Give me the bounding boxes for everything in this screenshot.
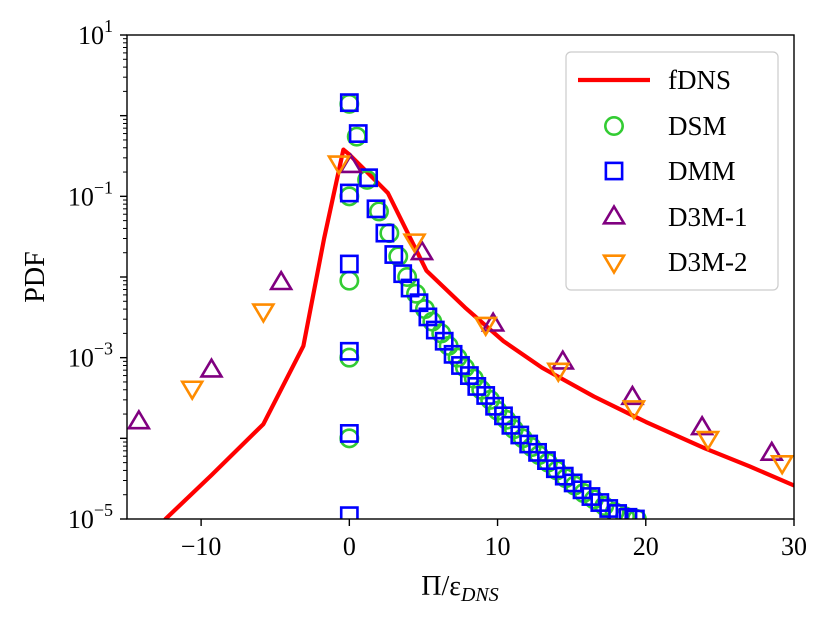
x-tick-label: 20: [633, 532, 659, 561]
dmm-point: [625, 509, 645, 519]
dmm-point: [339, 341, 359, 361]
dmm-point: [339, 183, 359, 203]
x-tick-label: 10: [485, 532, 511, 561]
dsm-point: [339, 428, 360, 449]
dsm-point: [379, 223, 400, 244]
dmm-point: [348, 124, 368, 143]
legend-item-d3m-2: D3M-2: [601, 247, 748, 277]
d3m-2-point: [546, 362, 571, 384]
y-tick-label: 10−1: [68, 177, 113, 211]
x-axis-label-main: Π/ε: [421, 571, 461, 602]
dsm-point: [397, 267, 418, 287]
dmm-point: [339, 93, 359, 113]
legend-swatch: [601, 254, 627, 276]
x-tick-label: −10: [181, 532, 222, 561]
dmm-point: [339, 254, 359, 274]
d3m-1-point: [759, 440, 785, 462]
x-axis-label-subscript: DNS: [460, 584, 499, 606]
dmm-point: [618, 507, 638, 519]
d3m-2-point: [621, 400, 647, 421]
dmm-point: [339, 424, 359, 443]
dmm-point: [366, 199, 386, 219]
d3m-1-point: [550, 349, 576, 370]
d3m-1-point: [409, 239, 435, 261]
series-dmm: [339, 93, 645, 519]
legend-item-fdns: fDNS: [578, 65, 731, 95]
fdns-line: [163, 147, 794, 519]
d3m-1-point: [199, 357, 224, 378]
d3m-2-point: [695, 430, 721, 452]
legend-swatch: [604, 116, 624, 136]
y-tick-label: 10−5: [68, 500, 113, 534]
d3m-2-point: [326, 155, 352, 176]
d3m-2-point: [769, 455, 794, 476]
dmm-point: [384, 245, 404, 264]
y-tick-label: 10−3: [68, 339, 113, 373]
dsm-point: [604, 502, 625, 519]
y-tick-label: 101: [78, 16, 113, 50]
legend-label: fDNS: [668, 65, 731, 95]
legend-item-d3m-1: D3M-1: [601, 202, 748, 232]
d3m-1-point: [480, 311, 506, 332]
y-axis-label: PDF: [20, 251, 51, 302]
x-tick-label: 0: [343, 532, 356, 561]
legend-label: DMM: [668, 156, 736, 186]
d3m-2-point: [473, 316, 498, 338]
legend: fDNS DSM DMM D3M-1 D3M-2: [565, 51, 779, 291]
dmm-point: [339, 506, 359, 519]
dmm-point: [608, 504, 628, 519]
series-d3m-2: [179, 155, 794, 476]
legend-item-dsm: DSM: [604, 111, 727, 141]
x-axis-label: Π/εDNS: [421, 571, 499, 606]
dmm-point: [359, 168, 379, 188]
legend-label: D3M-1: [668, 202, 748, 232]
legend-label: DSM: [668, 111, 727, 141]
legend-swatch: [604, 161, 624, 181]
legend-label: D3M-2: [668, 247, 748, 277]
series-d3m-1: [127, 152, 785, 462]
d3m-2-point: [251, 303, 276, 324]
d3m-1-point: [268, 269, 294, 291]
legend-swatch: [601, 203, 627, 225]
d3m-1-point: [689, 414, 715, 436]
series-fdns: [163, 147, 794, 519]
d3m-1-point: [127, 408, 152, 430]
x-tick-label: 30: [781, 532, 807, 561]
d3m-2-point: [402, 233, 427, 254]
dsm-point: [368, 201, 389, 222]
legend-item-dmm: DMM: [604, 156, 736, 186]
dmm-point: [375, 223, 395, 243]
d3m-1-point: [620, 384, 645, 406]
d3m-2-point: [179, 380, 205, 402]
dsm-point: [339, 270, 360, 291]
legend-frame: [565, 51, 779, 291]
dsm-point: [339, 347, 360, 368]
